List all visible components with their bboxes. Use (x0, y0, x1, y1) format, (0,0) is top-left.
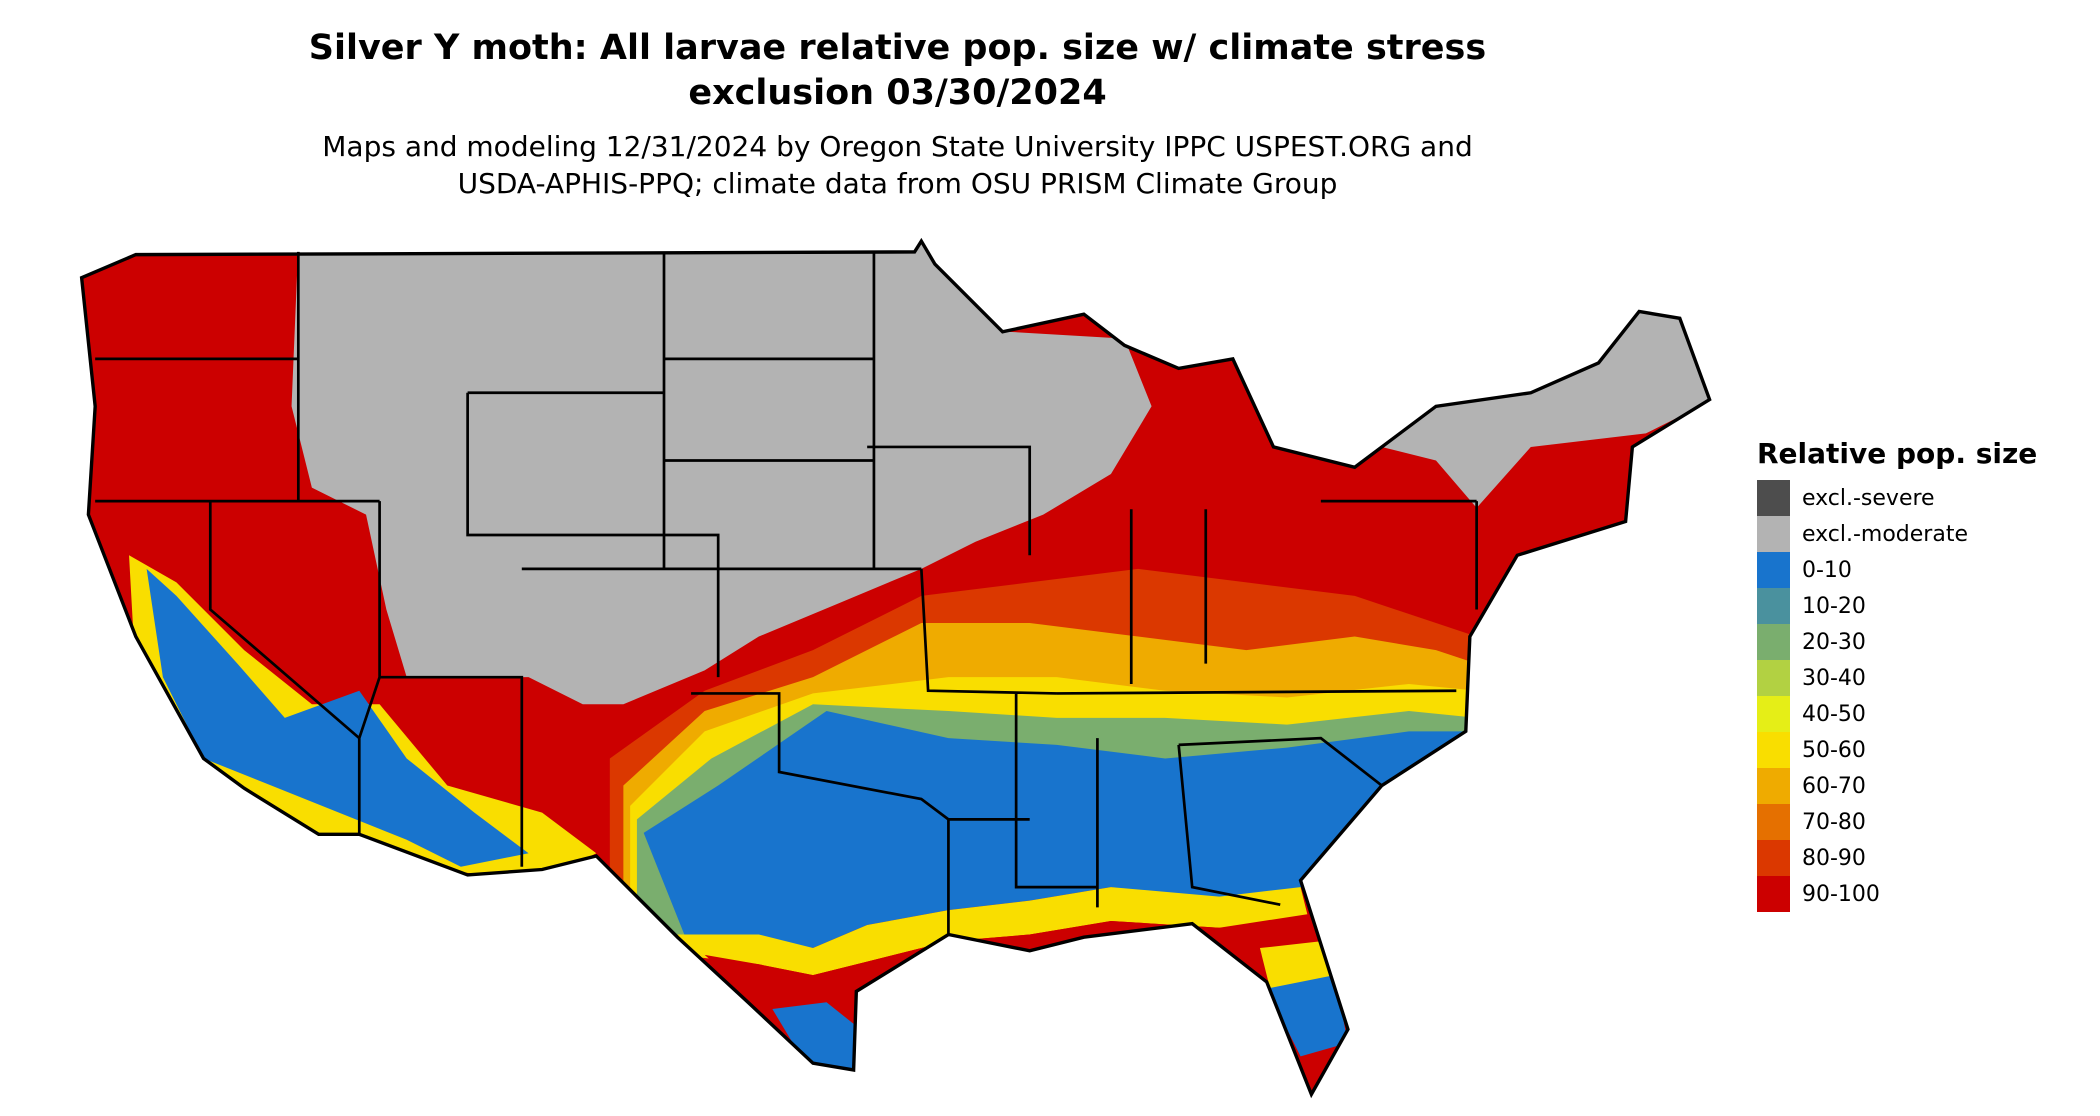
legend-swatch (1757, 876, 1790, 912)
legend-item: 10-20 (1757, 588, 2037, 624)
legend-item: excl.-severe (1757, 480, 2037, 516)
legend-label: 60-70 (1802, 773, 1866, 799)
legend-label: 10-20 (1802, 593, 1866, 619)
legend-label: 50-60 (1802, 737, 1866, 763)
legend-swatch (1757, 660, 1790, 696)
legend-item: 60-70 (1757, 768, 2037, 804)
zone-excl-moderate-northeast (1381, 304, 1710, 508)
map-subtitle: Maps and modeling 12/31/2024 by Oregon S… (0, 128, 1795, 202)
legend-item: 50-60 (1757, 732, 2037, 768)
legend-swatch (1757, 804, 1790, 840)
legend-swatch (1757, 768, 1790, 804)
legend-swatch (1757, 552, 1790, 588)
legend-label: 70-80 (1802, 809, 1866, 835)
zone-florida-blue (1266, 975, 1348, 1057)
legend-label: 0-10 (1802, 557, 1852, 583)
legend-item: 0-10 (1757, 552, 2037, 588)
title-line-2: exclusion 03/30/2024 (688, 73, 1107, 113)
legend: Relative pop. size excl.-severe excl.-mod… (1757, 434, 2037, 912)
legend-item: 90-100 (1757, 876, 2037, 912)
legend-label: 80-90 (1802, 845, 1866, 871)
legend-label: 30-40 (1802, 665, 1866, 691)
legend-label: excl.-moderate (1802, 521, 1968, 547)
legend-swatch (1757, 732, 1790, 768)
legend-label: 40-50 (1802, 701, 1866, 727)
legend-item: 40-50 (1757, 696, 2037, 732)
state-borders (95, 251, 1478, 935)
zone-gulf-coast-yellow (664, 887, 1308, 976)
legend-swatch (1757, 588, 1790, 624)
legend-label: 20-30 (1802, 629, 1866, 655)
us-outline (79, 237, 1712, 1099)
legend-swatch (1757, 696, 1790, 732)
legend-swatch (1757, 516, 1790, 552)
subtitle-line-1: Maps and modeling 12/31/2024 by Oregon S… (322, 130, 1473, 163)
legend-item: 80-90 (1757, 840, 2037, 876)
legend-swatch (1757, 624, 1790, 660)
title-line-1: Silver Y moth: All larvae relative pop. … (308, 28, 1487, 68)
legend-item: 70-80 (1757, 804, 2037, 840)
legend-item: 30-40 (1757, 660, 2037, 696)
legend-title: Relative pop. size (1757, 437, 2038, 470)
legend-swatch (1757, 480, 1790, 516)
map-title: Silver Y moth: All larvae relative pop. … (0, 26, 1795, 116)
legend-item: 20-30 (1757, 624, 2037, 660)
legend-label: 90-100 (1802, 881, 1880, 907)
zone-texas-south-blue (772, 1002, 861, 1084)
legend-item: excl.-moderate (1757, 516, 2037, 552)
legend-label: excl.-severe (1802, 485, 1935, 511)
zone-0-10 (643, 711, 1477, 949)
zone-excl-moderate-north (291, 243, 1152, 705)
subtitle-line-2: USDA-APHIS-PPQ; climate data from OSU PR… (457, 167, 1338, 200)
legend-swatch (1757, 840, 1790, 876)
